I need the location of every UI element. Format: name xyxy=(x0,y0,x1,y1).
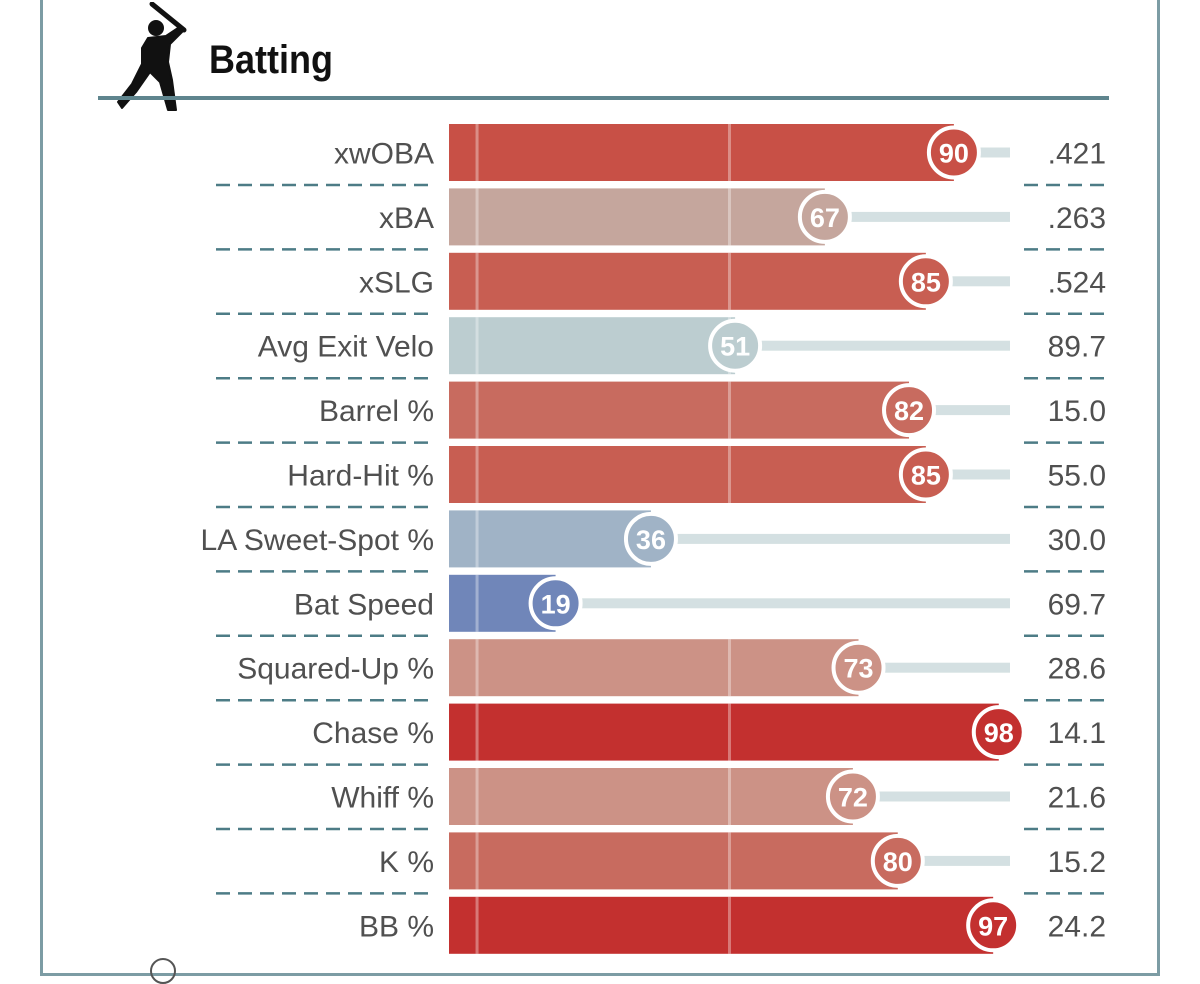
metric-value: 30.0 xyxy=(1048,524,1106,557)
metric-label: Bat Speed xyxy=(294,588,434,621)
percentile-bar xyxy=(449,252,926,310)
reference-line xyxy=(728,832,731,890)
percentile-bar xyxy=(449,446,926,503)
reference-line xyxy=(475,317,479,375)
percentile-marker xyxy=(966,898,1021,953)
metric-value: 55.0 xyxy=(1048,460,1106,493)
percentile-bar xyxy=(449,896,994,954)
metric-value: .421 xyxy=(1048,138,1106,171)
metric-label: Whiff % xyxy=(331,782,434,815)
percentile-marker xyxy=(623,511,678,566)
reference-line xyxy=(475,188,479,246)
percentile-label: 97 xyxy=(978,911,1008,941)
percentile-bar xyxy=(449,188,825,246)
reference-line xyxy=(728,639,731,697)
reference-line xyxy=(475,768,479,825)
metric-value: 15.2 xyxy=(1048,846,1106,879)
percentile-label: 98 xyxy=(984,718,1014,748)
metric-value: .524 xyxy=(1048,266,1106,299)
percentile-bar xyxy=(449,317,736,375)
reference-line xyxy=(475,510,479,568)
metric-value: .263 xyxy=(1048,202,1106,235)
reference-line xyxy=(475,124,479,181)
percentile-bar xyxy=(449,768,853,825)
percentile-marker xyxy=(825,769,880,824)
percentile-label: 51 xyxy=(720,332,750,362)
percentile-label: 85 xyxy=(911,267,941,297)
percentile-bar xyxy=(449,124,954,181)
percentile-marker xyxy=(708,318,763,373)
info-icon xyxy=(150,958,176,984)
percentile-marker xyxy=(831,640,886,695)
percentile-marker xyxy=(797,189,852,244)
percentile-label: 80 xyxy=(883,847,913,877)
reference-line xyxy=(728,446,731,503)
bar-track xyxy=(449,598,1010,609)
percentile-marker xyxy=(898,447,953,502)
reference-line xyxy=(728,252,731,310)
metric-label: xSLG xyxy=(359,266,434,299)
metric-value: 28.6 xyxy=(1048,653,1106,686)
percentile-label: 67 xyxy=(810,203,840,233)
reference-line xyxy=(475,832,479,890)
reference-line xyxy=(475,381,479,439)
metric-label: Chase % xyxy=(312,717,434,750)
reference-line xyxy=(475,574,479,632)
percentile-bar xyxy=(449,832,898,890)
metric-label: BB % xyxy=(359,910,434,943)
percentile-bar xyxy=(449,703,999,761)
percentile-marker xyxy=(926,125,981,180)
reference-line xyxy=(475,639,479,697)
percentile-marker xyxy=(870,833,925,888)
metric-label: Hard-Hit % xyxy=(287,460,434,493)
reference-line xyxy=(728,703,731,761)
percentile-marker xyxy=(898,254,953,309)
percentile-marker xyxy=(528,576,583,631)
percentile-label: 90 xyxy=(939,139,969,169)
metric-value: 21.6 xyxy=(1048,782,1106,815)
percentile-bar xyxy=(449,510,651,568)
metric-label: K % xyxy=(379,846,434,879)
reference-line xyxy=(475,252,479,310)
metric-value: 14.1 xyxy=(1048,717,1106,750)
reference-line xyxy=(475,896,479,954)
reference-line xyxy=(475,703,479,761)
reference-line xyxy=(475,446,479,503)
reference-line xyxy=(728,381,731,439)
percentile-bar xyxy=(449,381,910,439)
reference-line xyxy=(728,124,731,181)
percentile-label: 73 xyxy=(844,654,874,684)
metric-label: Barrel % xyxy=(319,395,434,428)
header-divider xyxy=(98,96,1109,100)
metric-label: xwOBA xyxy=(334,138,434,171)
percentile-bar xyxy=(449,639,859,697)
metric-value: 89.7 xyxy=(1048,331,1106,364)
reference-line xyxy=(728,896,731,954)
reference-line xyxy=(728,188,731,246)
metric-label: Squared-Up % xyxy=(237,653,434,686)
percentile-label: 19 xyxy=(541,589,571,619)
metric-value: 24.2 xyxy=(1048,910,1106,943)
reference-line xyxy=(728,768,731,825)
percentile-label: 72 xyxy=(838,783,868,813)
bar-track xyxy=(449,533,1010,544)
metric-label: Avg Exit Velo xyxy=(258,331,434,364)
metric-value: 69.7 xyxy=(1048,588,1106,621)
metric-label: xBA xyxy=(379,202,434,235)
percentile-label: 82 xyxy=(894,396,924,426)
percentile-marker xyxy=(971,705,1026,760)
section-title: Batting xyxy=(209,38,333,82)
metric-label: LA Sweet-Spot % xyxy=(201,524,434,557)
percentile-label: 36 xyxy=(636,525,666,555)
percentile-marker xyxy=(882,383,937,438)
percentile-label: 85 xyxy=(911,461,941,491)
metric-value: 15.0 xyxy=(1048,395,1106,428)
